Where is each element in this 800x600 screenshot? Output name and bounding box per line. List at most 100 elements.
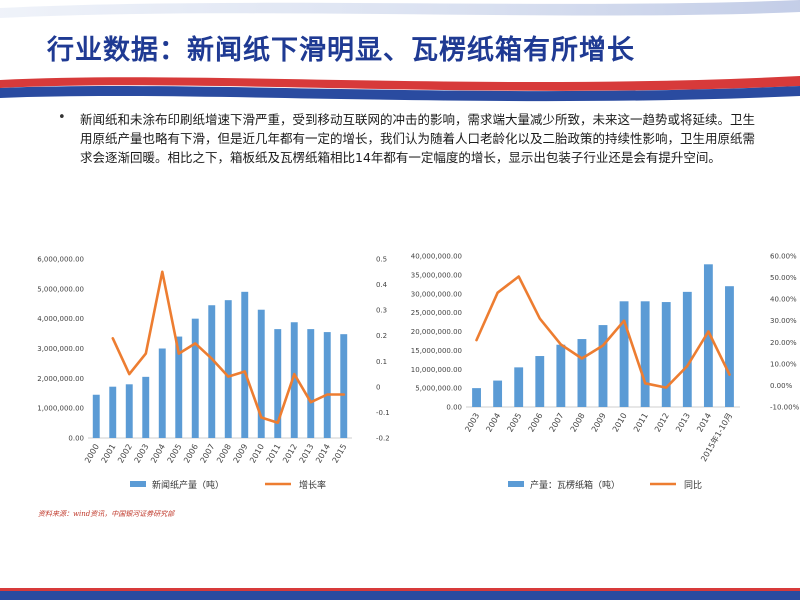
bar bbox=[619, 301, 629, 407]
x-tick-label: 2015 bbox=[331, 443, 349, 465]
y-right-tick-label: 0.1 bbox=[376, 358, 387, 366]
bar bbox=[340, 334, 348, 438]
y-left-tick-label: 4,000,000.00 bbox=[37, 315, 84, 323]
bar bbox=[274, 329, 282, 438]
source-note: 资料来源：wind资讯，中国银河证券研究部 bbox=[38, 510, 175, 518]
x-tick-label: 2008 bbox=[569, 412, 587, 434]
x-tick-label: 2013 bbox=[298, 443, 316, 465]
x-tick-label: 2012 bbox=[653, 412, 671, 434]
legend-line-label: 增长率 bbox=[299, 479, 326, 491]
y-right-tick-label: 30.00% bbox=[770, 317, 797, 325]
y-right-tick-label: 20.00% bbox=[770, 339, 797, 347]
y-right-tick-label: 40.00% bbox=[770, 296, 797, 304]
y-left-tick-label: 0.00 bbox=[68, 435, 84, 443]
x-tick-label: 2003 bbox=[463, 412, 481, 434]
y-left-tick-label: 5,000,000.00 bbox=[415, 385, 462, 393]
y-right-tick-label: 0.5 bbox=[376, 256, 387, 264]
y-left-tick-label: 0.00 bbox=[446, 404, 462, 412]
x-tick-label: 2011 bbox=[265, 443, 283, 465]
series-line bbox=[111, 270, 346, 424]
legend-bar-label: 新闻纸产量（吨） bbox=[152, 479, 224, 491]
footer-decoration bbox=[0, 588, 800, 600]
summary-bullet: • 新闻纸和未涂布印刷纸增速下滑严重，受到移动互联网的冲击的影响，需求端大量减少… bbox=[58, 110, 758, 167]
bar bbox=[92, 394, 100, 438]
legend-bar-swatch bbox=[508, 481, 524, 487]
x-tick-label: 2013 bbox=[674, 412, 692, 434]
y-right-tick-label: 0.3 bbox=[376, 307, 387, 315]
y-right-tick-label: 50.00% bbox=[770, 274, 797, 282]
bar bbox=[493, 380, 503, 407]
y-left-tick-label: 40,000,000.00 bbox=[411, 253, 462, 261]
x-tick-label: 2005 bbox=[166, 443, 184, 465]
legend-bar-swatch bbox=[130, 481, 146, 487]
x-tick-label: 2002 bbox=[116, 443, 134, 465]
bullet-icon: • bbox=[58, 110, 66, 125]
x-tick-label: 2004 bbox=[484, 412, 502, 434]
bar bbox=[535, 356, 545, 407]
x-tick-label: 2006 bbox=[182, 443, 200, 465]
bar bbox=[640, 301, 650, 407]
x-tick-label: 2005 bbox=[505, 412, 523, 434]
y-left-tick-label: 3,000,000.00 bbox=[37, 345, 84, 353]
bar bbox=[556, 344, 566, 407]
corrugated-box-chart-svg: 0.00 5,000,000.00 10,000,000.00 15,000,000.… bbox=[411, 253, 800, 492]
y-right-tick-label: 60.00% bbox=[770, 253, 797, 261]
y-left-tick-label: 2,000,000.00 bbox=[37, 375, 84, 383]
y-right-tick-label: 0.2 bbox=[376, 332, 387, 340]
y-left-tick-label: 6,000,000.00 bbox=[37, 256, 84, 264]
legend-line-label: 同比 bbox=[684, 479, 702, 491]
bar bbox=[323, 332, 331, 438]
legend-bar-label: 产量：瓦楞纸箱（吨） bbox=[530, 479, 620, 491]
y-left-tick-label: 1,000,000.00 bbox=[37, 405, 84, 413]
newsprint-chart-svg: 0.00 1,000,000.00 2,000,000.00 3,000,000.00… bbox=[37, 256, 390, 492]
bar bbox=[703, 264, 713, 407]
y-left-tick-label: 20,000,000.00 bbox=[411, 328, 462, 336]
bar bbox=[290, 322, 298, 438]
y-left-tick-label: 25,000,000.00 bbox=[411, 309, 462, 317]
y-right-tick-label: 0.4 bbox=[376, 281, 388, 289]
y-left-tick-label: 10,000,000.00 bbox=[411, 366, 462, 374]
bar bbox=[142, 376, 150, 438]
y-right-tick-label: 0.00% bbox=[770, 382, 793, 390]
corrugated-box-chart: 0.00 5,000,000.00 10,000,000.00 15,000,000.… bbox=[400, 245, 800, 505]
x-tick-label: 2011 bbox=[632, 412, 650, 434]
bar bbox=[175, 336, 183, 438]
x-tick-label: 2010 bbox=[611, 412, 629, 434]
bar bbox=[109, 386, 117, 438]
page-title: 行业数据：新闻纸下滑明显、瓦楞纸箱有所增长 bbox=[47, 35, 635, 66]
x-tick-label: 2010 bbox=[248, 443, 266, 465]
bar bbox=[307, 329, 315, 438]
x-tick-label: 2007 bbox=[199, 443, 217, 465]
y-left-tick-label: 35,000,000.00 bbox=[411, 271, 462, 279]
bar bbox=[191, 318, 199, 438]
bar bbox=[224, 300, 232, 438]
y-right-tick-label: -0.1 bbox=[376, 409, 390, 417]
x-tick-label: 2004 bbox=[149, 443, 167, 465]
x-tick-label: 2014 bbox=[314, 443, 332, 465]
x-tick-label: 2006 bbox=[527, 412, 545, 434]
x-tick-label: 2014 bbox=[695, 412, 713, 434]
y-left-tick-label: 30,000,000.00 bbox=[411, 290, 462, 298]
bar bbox=[257, 309, 265, 438]
bar bbox=[725, 286, 734, 407]
newsprint-chart: 0.00 1,000,000.00 2,000,000.00 3,000,000.00… bbox=[30, 245, 390, 505]
bar bbox=[682, 291, 692, 407]
x-tick-label: 2009 bbox=[232, 443, 250, 465]
x-tick-label: 2008 bbox=[215, 443, 233, 465]
summary-text: 新闻纸和未涂布印刷纸增速下滑严重，受到移动互联网的冲击的影响，需求端大量减少所致… bbox=[80, 112, 756, 165]
y-right-tick-label: 0 bbox=[376, 383, 380, 391]
x-tick-label: 2012 bbox=[281, 443, 299, 465]
bar bbox=[158, 348, 166, 438]
bar bbox=[208, 305, 216, 438]
header-swoosh-decoration bbox=[0, 0, 800, 102]
bar bbox=[241, 291, 249, 438]
bar bbox=[514, 367, 524, 407]
bar bbox=[472, 388, 481, 407]
series-line bbox=[475, 275, 731, 389]
y-right-tick-label: 10.00% bbox=[770, 360, 797, 368]
y-right-tick-label: -0.2 bbox=[376, 435, 390, 443]
x-tick-label: 2000 bbox=[83, 443, 101, 465]
bar bbox=[125, 384, 133, 438]
x-tick-label: 2007 bbox=[548, 412, 566, 434]
bar bbox=[577, 339, 587, 407]
